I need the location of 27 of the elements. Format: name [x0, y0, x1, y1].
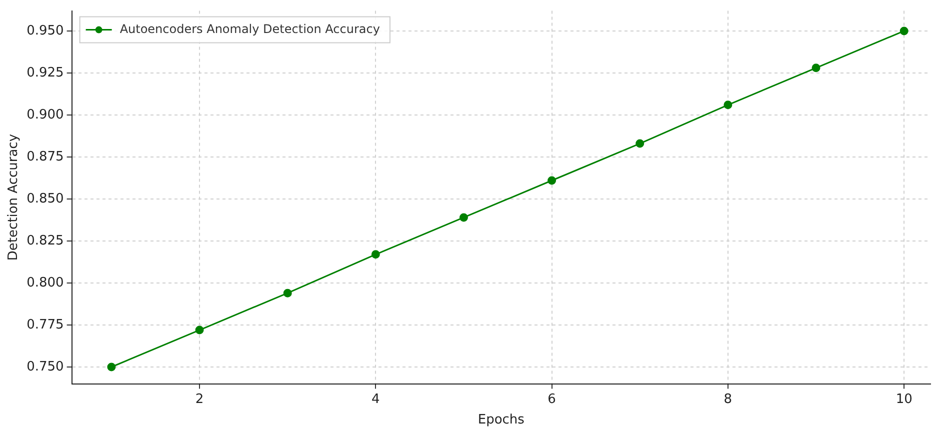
y-tick-label: 0.775 [26, 317, 64, 332]
y-tick-label: 0.875 [26, 149, 64, 164]
y-tick-label: 0.850 [26, 191, 64, 206]
x-tick-label: 10 [896, 392, 912, 407]
point [195, 326, 204, 334]
point [724, 100, 732, 110]
x-tick-label: 4 [372, 392, 380, 407]
point [283, 288, 292, 298]
point [548, 176, 556, 185]
y-tick-label: 0.825 [26, 233, 64, 248]
y-tick-label: 0.950 [26, 23, 64, 38]
point [636, 139, 644, 148]
y-tick-label: 0.800 [26, 275, 64, 290]
point [812, 64, 820, 72]
x-tick-label: 8 [724, 392, 732, 407]
y-tick-label: 0.750 [26, 359, 64, 374]
point [107, 362, 116, 372]
y-tick-label: 0.925 [26, 65, 64, 80]
point [900, 26, 908, 36]
y-tick-label: 0.900 [26, 107, 64, 122]
x-tick-label: 6 [548, 392, 556, 407]
point [459, 213, 468, 222]
x-axis-title: Epochs [478, 412, 525, 428]
y-axis-title: Detection Accuracy [6, 134, 22, 261]
legend-label: Autoencoders Anomaly Detection Accuracy [120, 22, 380, 36]
point [371, 250, 380, 259]
x-tick-label: 2 [195, 392, 204, 407]
